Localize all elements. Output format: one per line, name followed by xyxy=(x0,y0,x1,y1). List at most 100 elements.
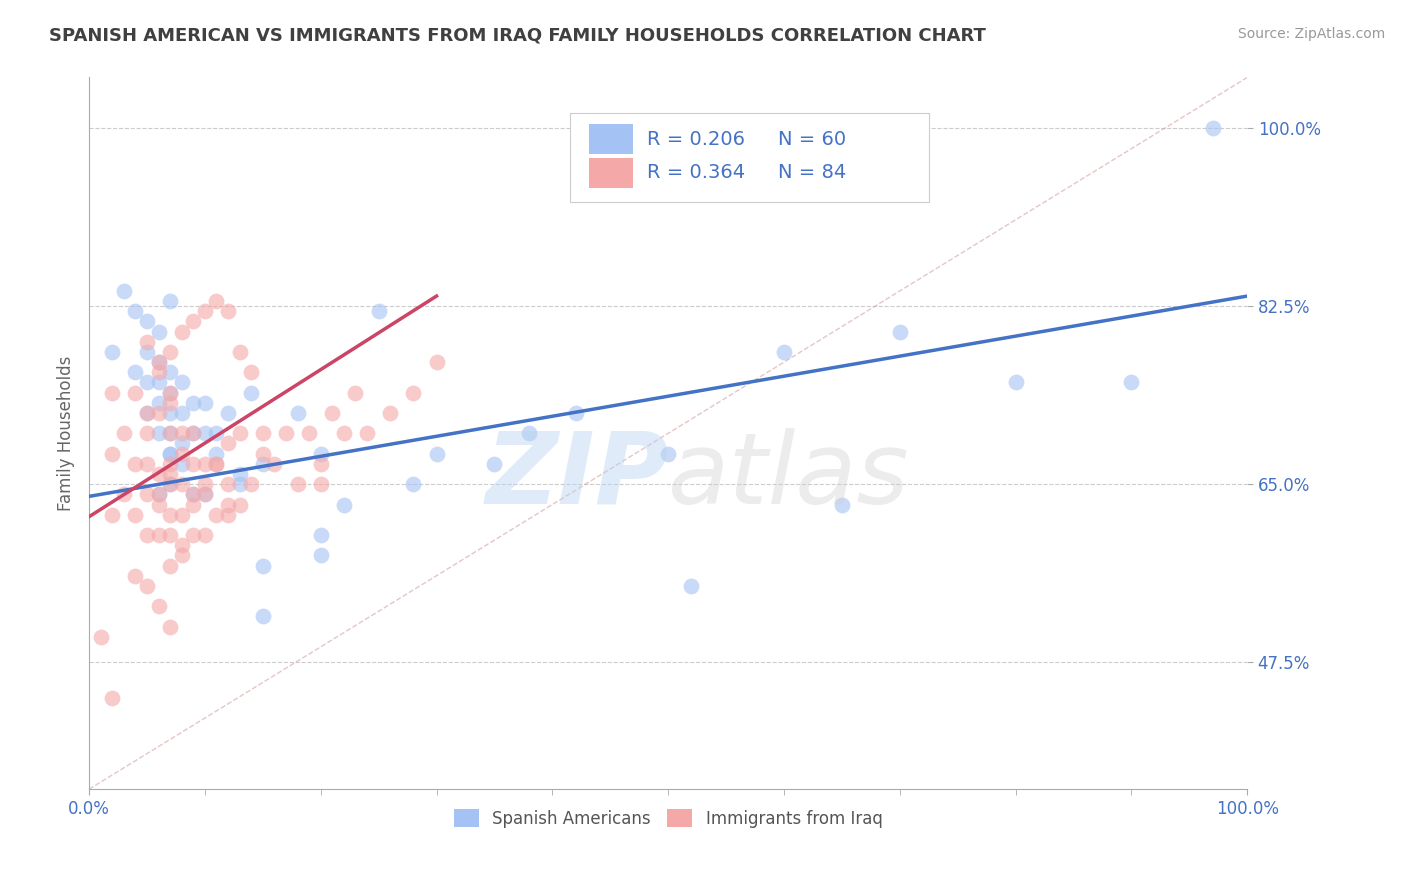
Point xyxy=(194,396,217,410)
Bar xyxy=(589,158,634,187)
Point xyxy=(159,619,181,633)
Point xyxy=(170,436,193,450)
Point xyxy=(170,457,193,471)
Point xyxy=(170,549,193,563)
Point xyxy=(170,477,193,491)
Point xyxy=(194,487,217,501)
Point xyxy=(159,396,181,410)
Point xyxy=(205,447,228,461)
Point xyxy=(240,477,263,491)
Y-axis label: Family Households: Family Households xyxy=(58,356,75,511)
Point xyxy=(425,355,447,369)
Point xyxy=(194,487,217,501)
Point xyxy=(148,528,170,542)
Point xyxy=(148,599,170,614)
Point xyxy=(159,558,181,573)
Point xyxy=(228,467,250,481)
Point xyxy=(1004,376,1026,390)
Point xyxy=(321,406,343,420)
Point xyxy=(356,426,378,441)
Point xyxy=(681,579,703,593)
Text: R = 0.206: R = 0.206 xyxy=(647,130,745,149)
Point xyxy=(148,487,170,501)
Point xyxy=(124,508,146,522)
Legend: Spanish Americans, Immigrants from Iraq: Spanish Americans, Immigrants from Iraq xyxy=(447,803,889,834)
Text: N = 60: N = 60 xyxy=(778,130,846,149)
Bar xyxy=(589,124,634,154)
Point xyxy=(181,426,204,441)
Point xyxy=(425,447,447,461)
Point xyxy=(367,304,389,318)
Point xyxy=(263,457,285,471)
Point xyxy=(159,365,181,379)
Point xyxy=(309,477,332,491)
Point xyxy=(309,549,332,563)
Point xyxy=(101,385,124,400)
Point xyxy=(159,457,181,471)
FancyBboxPatch shape xyxy=(569,113,929,202)
Text: ZIP: ZIP xyxy=(485,427,668,524)
Point xyxy=(205,426,228,441)
Point xyxy=(136,528,159,542)
Point xyxy=(159,294,181,309)
Point xyxy=(159,426,181,441)
Point xyxy=(181,396,204,410)
Point xyxy=(136,426,159,441)
Point xyxy=(170,538,193,552)
Point xyxy=(170,447,193,461)
Text: atlas: atlas xyxy=(668,427,910,524)
Point xyxy=(181,457,204,471)
Point xyxy=(1121,376,1143,390)
Point xyxy=(228,498,250,512)
Point xyxy=(181,426,204,441)
Point xyxy=(309,457,332,471)
Point xyxy=(309,447,332,461)
Point xyxy=(112,426,135,441)
Point xyxy=(181,487,204,501)
Point xyxy=(344,385,367,400)
Point xyxy=(252,609,274,624)
Point xyxy=(205,457,228,471)
Point xyxy=(136,406,159,420)
Point xyxy=(148,487,170,501)
Point xyxy=(402,477,425,491)
Point xyxy=(101,508,124,522)
Point xyxy=(380,406,402,420)
Point xyxy=(1201,121,1223,136)
Point xyxy=(657,447,679,461)
Point xyxy=(217,406,239,420)
Point xyxy=(124,365,146,379)
Point xyxy=(564,406,586,420)
Point xyxy=(159,508,181,522)
Point xyxy=(148,406,170,420)
Point xyxy=(159,406,181,420)
Point xyxy=(298,426,321,441)
Point xyxy=(287,477,309,491)
Point xyxy=(112,487,135,501)
Point xyxy=(101,345,124,359)
Point xyxy=(159,528,181,542)
Point xyxy=(309,528,332,542)
Point xyxy=(240,385,263,400)
Point xyxy=(159,477,181,491)
Point xyxy=(136,457,159,471)
Point xyxy=(773,345,796,359)
Point xyxy=(148,376,170,390)
Point xyxy=(252,447,274,461)
Point xyxy=(159,447,181,461)
Point xyxy=(170,376,193,390)
Text: Source: ZipAtlas.com: Source: ZipAtlas.com xyxy=(1237,27,1385,41)
Point xyxy=(124,304,146,318)
Point xyxy=(148,467,170,481)
Point xyxy=(217,508,239,522)
Point xyxy=(333,498,356,512)
Point xyxy=(170,508,193,522)
Point xyxy=(101,447,124,461)
Point xyxy=(136,314,159,328)
Point xyxy=(205,294,228,309)
Point xyxy=(148,498,170,512)
Point xyxy=(136,334,159,349)
Point xyxy=(170,426,193,441)
Point xyxy=(217,304,239,318)
Text: R = 0.364: R = 0.364 xyxy=(647,163,745,182)
